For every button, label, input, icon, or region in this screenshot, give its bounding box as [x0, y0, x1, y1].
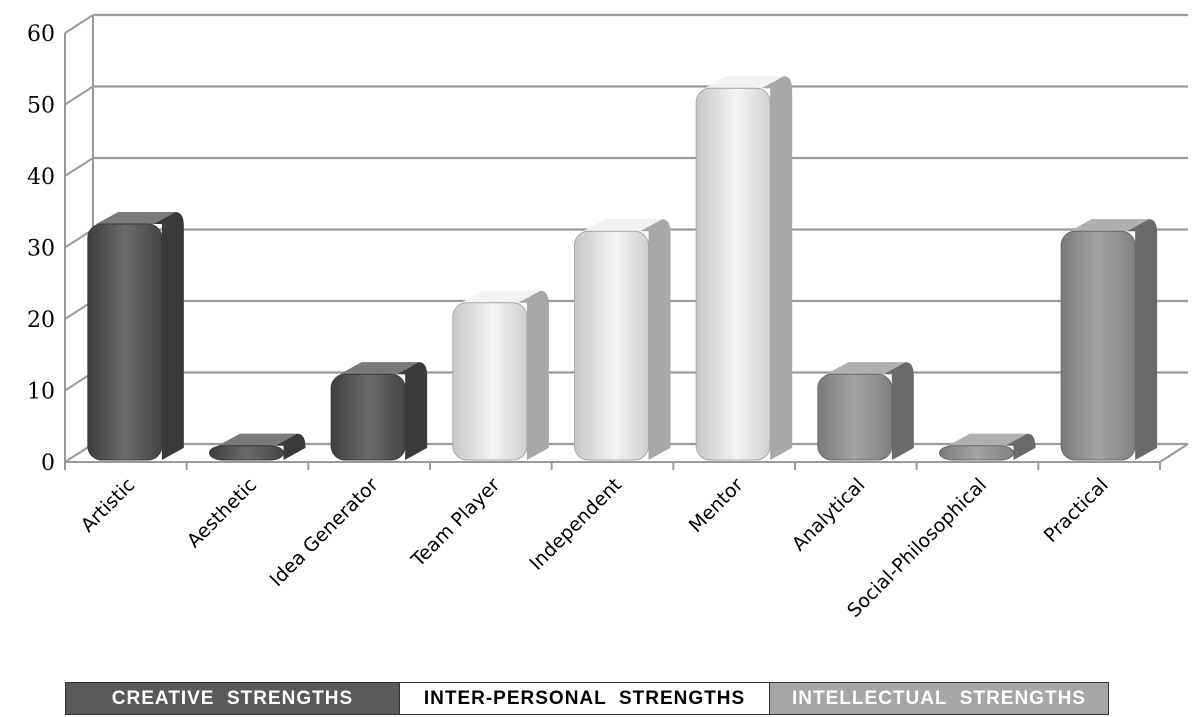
y-tick-60: 60 [27, 22, 55, 47]
gridline-diag-40 [64, 157, 94, 177]
x-tick-independent: Independent [525, 474, 626, 575]
y-tick-30: 30 [27, 237, 55, 262]
y-tick-40: 40 [27, 165, 55, 190]
gridline-diag-50 [64, 85, 94, 106]
bar-aesthetic [209, 433, 306, 461]
y-tick-labels: 0 10 20 30 40 50 60 [27, 22, 55, 476]
legend-intellectual-strengths: INTELLECTUAL STRENGTHS [769, 683, 1108, 714]
legend-inter-personal-strengths: INTER-PERSONAL STRENGTHS [399, 683, 769, 714]
bar-team-player [452, 290, 549, 461]
bar-independent [574, 219, 671, 461]
y-tick-0: 0 [41, 451, 55, 476]
legend-creative-strengths: CREATIVE STRENGTHS [66, 683, 399, 714]
x-tick-labels: Artistic Aesthetic Idea Generator Team Play… [77, 474, 1113, 622]
x-tick-aesthetic: Aesthetic [183, 474, 261, 552]
gridline-diag-30 [64, 228, 94, 249]
gridline-diag-60 [64, 14, 94, 34]
bar-social-philosophical [939, 433, 1036, 461]
x-tick-mentor: Mentor [685, 474, 748, 537]
bars [87, 76, 1158, 461]
x-tick-analytical: Analytical [788, 474, 870, 556]
bar-chart: 0 10 20 30 40 50 60 Artistic Aesthetic Idea Gene… [27, 13, 1189, 622]
bar-mentor [695, 76, 793, 461]
x-tick-team-player: Team Player [407, 474, 505, 572]
y-tick-10: 10 [27, 380, 55, 405]
x-tick-social-philosophical: Social-Philosophical [843, 474, 991, 622]
bar-practical [1060, 219, 1158, 461]
strength-legend: CREATIVE STRENGTHS INTER-PERSONAL STRENG… [65, 682, 1109, 715]
floor-right [1159, 443, 1189, 463]
x-tick-practical: Practical [1040, 474, 1113, 547]
y-tick-20: 20 [27, 308, 55, 333]
y-tick-50: 50 [27, 94, 55, 119]
bar-idea-generator [330, 362, 428, 461]
x-tick-idea-generator: Idea Generator [266, 474, 383, 591]
x-tick-artistic: Artistic [77, 474, 140, 537]
bar-analytical [817, 362, 914, 461]
bar-artistic [87, 211, 184, 461]
